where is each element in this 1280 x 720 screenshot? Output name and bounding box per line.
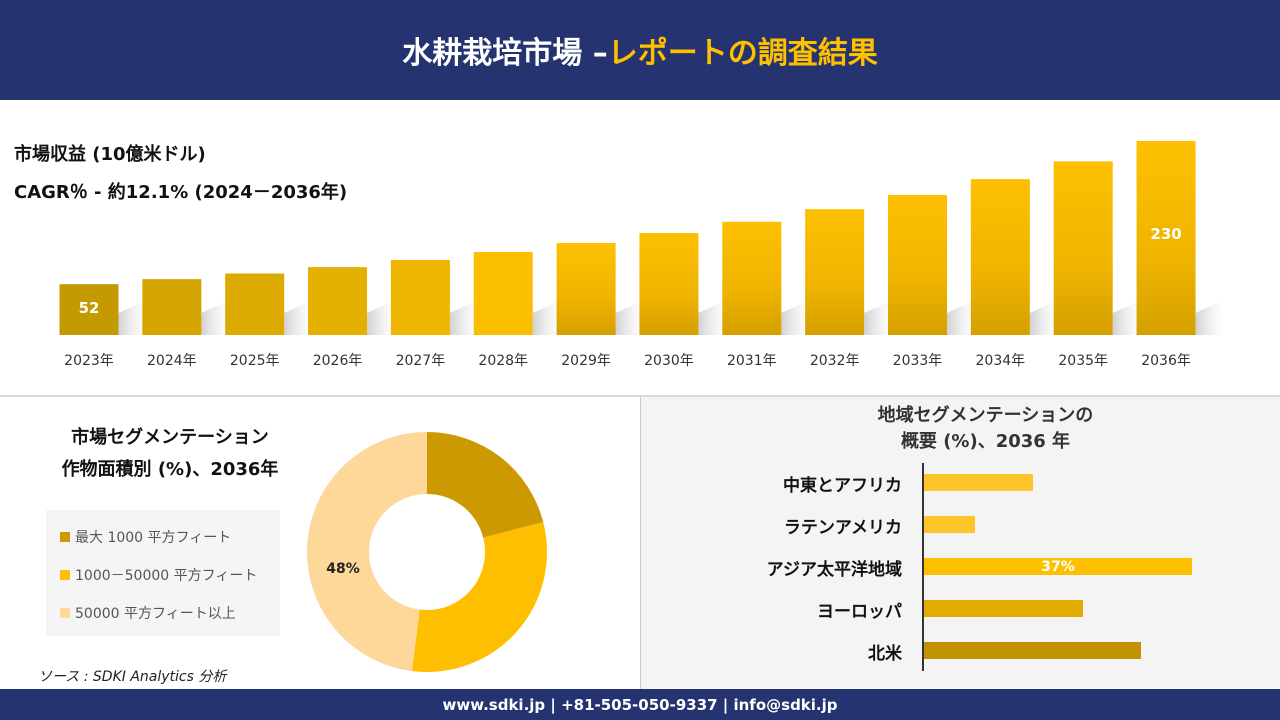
bar-value-label: 230 [1150,225,1181,243]
divider [0,395,1280,397]
bar-shadow [284,301,315,335]
revenue-bar [1136,141,1196,335]
revenue-bar [225,273,285,335]
donut-slice [411,522,547,672]
bar-shadow [615,301,646,335]
x-tick-label: 2036年 [1141,353,1191,369]
revenue-bar [142,279,202,335]
segment-title-line1: 市場セグメンテーション [71,427,269,448]
x-tick-label: 2025年 [230,353,280,369]
title-main: 水耕栽培市場 – [402,36,608,71]
source-note: ソース : SDKI Analytics 分析 [38,669,227,685]
bar-shadow [1112,301,1143,335]
bar-value-label: 52 [79,299,100,317]
legend-label: 50000 平方フィート以上 [75,606,236,622]
revenue-bar [970,179,1030,335]
segment-title-line2: 作物面積別 (%)、2036年 [61,459,279,480]
region-title-line1: 地域セグメンテーションの [877,405,1094,426]
revenue-bar [722,221,782,335]
legend-swatch [60,608,70,618]
x-tick-label: 2027年 [396,353,446,369]
revenue-bar-chart: 2023年 52 2024年 2025年 2026年 2027年 2028年 2029年 203… [59,141,1226,369]
revenue-bar [805,209,865,335]
bar-shadow [781,301,812,335]
revenue-bar [556,242,616,335]
x-tick-label: 2034年 [976,353,1026,369]
bar-shadow [864,301,895,335]
region-label: ヨーロッパ [817,602,902,622]
bar-shadow [449,301,480,335]
slice-value-label: 48% [326,561,360,577]
revenue-bar [390,259,450,335]
bar-shadow [532,301,563,335]
bar-shadow [118,301,149,335]
region-panel: 地域セグメンテーションの 概要 (%)、2036 年 中東とアフリカ ラテンアメリ… [640,397,1280,689]
revenue-bar [639,233,699,335]
segment-title: 市場セグメンテーション 作物面積別 (%)、2036年 [20,422,320,486]
region-bar [924,642,1142,659]
legend-label: 最大 1000 平方フィート [75,530,232,546]
crop-area-donut-chart: 48% [306,432,547,672]
bar-shadow [698,301,729,335]
x-tick-label: 2026年 [313,353,363,369]
bar-shadow [367,301,398,335]
cagr-text: CAGR％ - 約12.1% (2024－2036年) [14,182,348,203]
legend-item: 最大 1000 平方フィート [60,518,266,556]
revenue-bar [888,194,947,335]
x-tick-label: 2024年 [147,353,197,369]
bar-shadow [201,301,232,335]
x-tick-label: 2032年 [810,353,860,369]
donut-legend: 最大 1000 平方フィート 1000－50000 平方フィート 50000 平方フ… [46,510,280,636]
x-tick-label: 2031年 [727,353,777,369]
donut-slice [306,432,427,672]
legend-item: 1000－50000 平方フィート [60,556,266,594]
bar-shadow [947,301,977,335]
region-title: 地域セグメンテーションの 概要 (%)、2036 年 [641,403,1280,455]
revenue-bar [308,267,368,335]
legend-label: 1000－50000 平方フィート [75,568,258,584]
region-label: 中東とアフリカ [783,476,902,496]
title-accent: レポートの調査結果 [607,36,878,71]
bar-shadow [1195,301,1226,335]
region-bar-value: 37% [1041,558,1075,575]
legend-item: 50000 平方フィート以上 [60,594,266,632]
region-axis-line [922,463,924,671]
bar-shadow [1029,301,1060,335]
donut-slice [427,432,544,538]
revenue-bar [473,252,533,335]
page-title: 水耕栽培市場 –レポートの調査結果 [402,28,877,72]
region-bar [924,474,1033,491]
revenue-title: 市場収益 (10億米ドル) [14,144,206,165]
x-tick-label: 2023年 [64,353,114,369]
x-tick-label: 2029年 [561,353,611,369]
revenue-bar [59,284,119,335]
footer-contact: www.sdki.jp | +81-505-050-9337 | info@sd… [0,689,1280,720]
legend-swatch [60,532,70,542]
x-tick-label: 2030年 [644,353,694,369]
region-title-line2: 概要 (%)、2036 年 [900,431,1071,452]
x-tick-label: 2035年 [1058,353,1108,369]
x-tick-label: 2033年 [893,353,943,369]
region-label: ラテンアメリカ [783,518,902,538]
x-tick-label: 2028年 [478,353,528,369]
region-bar [924,516,975,533]
region-bar [924,600,1084,617]
region-label: アジア太平洋地域 [766,560,902,580]
revenue-bar [1053,161,1113,335]
header-banner: 水耕栽培市場 –レポートの調査結果 [0,0,1280,100]
region-bar: 37% [924,558,1192,575]
region-label: 北米 [868,644,902,664]
legend-swatch [60,570,70,580]
